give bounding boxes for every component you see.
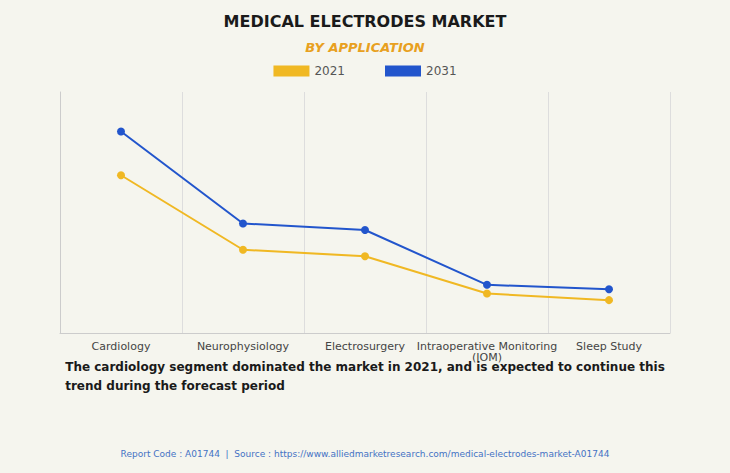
svg-text:The cardiology segment dominat: The cardiology segment dominated the mar…: [65, 360, 665, 374]
svg-text:trend during the forecast peri: trend during the forecast period: [65, 379, 285, 393]
svg-text:Neurophysiology: Neurophysiology: [197, 340, 290, 353]
svg-text:Intraoperative Monitoring: Intraoperative Monitoring: [416, 340, 558, 353]
svg-text:MEDICAL ELECTRODES MARKET: MEDICAL ELECTRODES MARKET: [224, 12, 507, 31]
svg-text:(IOM): (IOM): [472, 351, 502, 364]
svg-text:BY APPLICATION: BY APPLICATION: [305, 40, 424, 55]
svg-text:Electrosurgery: Electrosurgery: [325, 340, 405, 353]
svg-text:Report Code : A01744 | Sourc: Report Code : A01744 | Source : https://…: [121, 449, 610, 459]
svg-text:2031: 2031: [426, 64, 457, 78]
svg-text:2021: 2021: [314, 64, 345, 78]
svg-text:Cardiology: Cardiology: [92, 340, 151, 353]
svg-text:Sleep Study: Sleep Study: [576, 340, 642, 353]
